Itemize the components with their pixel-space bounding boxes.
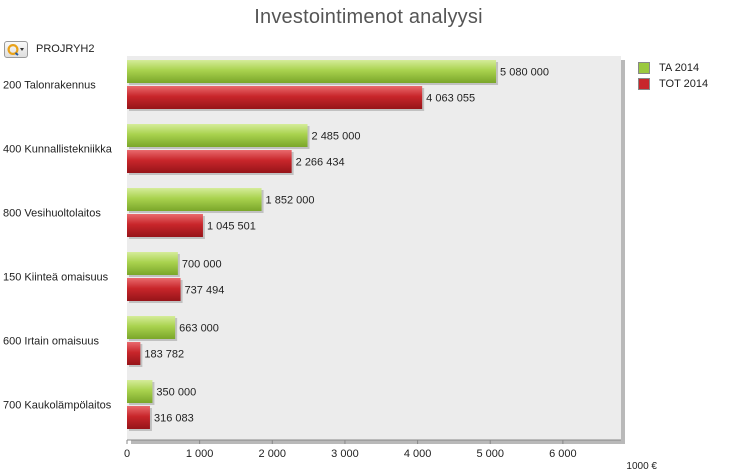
data-label: 2 485 000 xyxy=(312,131,361,143)
plot-background xyxy=(127,56,621,440)
dimension-header: PROJRYH2 xyxy=(4,40,94,58)
dimension-label: PROJRYH2 xyxy=(36,43,95,55)
bar-tot-2014[interactable] xyxy=(127,86,423,109)
category-label: 600 Irtain omaisuus xyxy=(3,336,99,348)
bar-tot-2014[interactable] xyxy=(127,406,150,429)
x-tick-label: 2 000 xyxy=(259,448,287,460)
x-tick-label: 1 000 xyxy=(186,448,214,460)
data-label: 663 000 xyxy=(179,323,219,335)
data-label: 5 080 000 xyxy=(500,67,549,79)
category-label: 200 Talonrakennus xyxy=(3,80,96,92)
x-tick-label: 6 000 xyxy=(549,448,577,460)
cycle-dimension-icon[interactable] xyxy=(4,40,28,58)
x-unit-label: 1000 € xyxy=(626,461,657,472)
chart-title: Investointimenot analyysi xyxy=(254,6,483,28)
bar-ta-2014[interactable] xyxy=(127,316,176,339)
category-label: 800 Vesihuoltolaitos xyxy=(3,208,101,220)
bar-tot-2014[interactable] xyxy=(127,150,292,173)
data-label: 2 266 434 xyxy=(296,157,345,169)
bar-ta-2014[interactable] xyxy=(127,380,153,403)
bar-ta-2014[interactable] xyxy=(127,124,308,147)
data-label: 1 852 000 xyxy=(266,195,315,207)
bar-ta-2014[interactable] xyxy=(127,252,178,275)
legend-item-tot-2014[interactable]: TOT 2014 xyxy=(638,76,708,92)
category-label: 700 Kaukolämpölaitos xyxy=(3,400,112,412)
category-label: 400 Kunnallistekniikka xyxy=(3,144,113,156)
x-tick-label: 0 xyxy=(124,448,130,460)
category-label: 150 Kiinteä omaisuus xyxy=(3,272,109,284)
data-label: 183 782 xyxy=(144,349,184,361)
data-label: 350 000 xyxy=(156,387,196,399)
data-label: 700 000 xyxy=(182,259,222,271)
x-tick-label: 3 000 xyxy=(331,448,359,460)
legend-item-ta-2014[interactable]: TA 2014 xyxy=(638,60,708,76)
legend-label: TOT 2014 xyxy=(659,78,709,90)
bar-tot-2014[interactable] xyxy=(127,278,181,301)
legend-swatch-tot-2014 xyxy=(638,78,650,90)
data-label: 1 045 501 xyxy=(207,221,256,233)
data-label: 737 494 xyxy=(185,285,225,297)
legend-swatch-ta-2014 xyxy=(638,62,650,74)
data-label: 4 063 055 xyxy=(426,93,475,105)
legend-label: TA 2014 xyxy=(659,62,700,74)
x-tick-label: 4 000 xyxy=(404,448,432,460)
bar-ta-2014[interactable] xyxy=(127,188,262,211)
x-tick-label: 5 000 xyxy=(476,448,504,460)
legend: TA 2014 TOT 2014 xyxy=(638,60,708,92)
bar-ta-2014[interactable] xyxy=(127,60,497,83)
bar-tot-2014[interactable] xyxy=(127,342,141,365)
bar-tot-2014[interactable] xyxy=(127,214,203,237)
data-label: 316 083 xyxy=(154,413,194,425)
